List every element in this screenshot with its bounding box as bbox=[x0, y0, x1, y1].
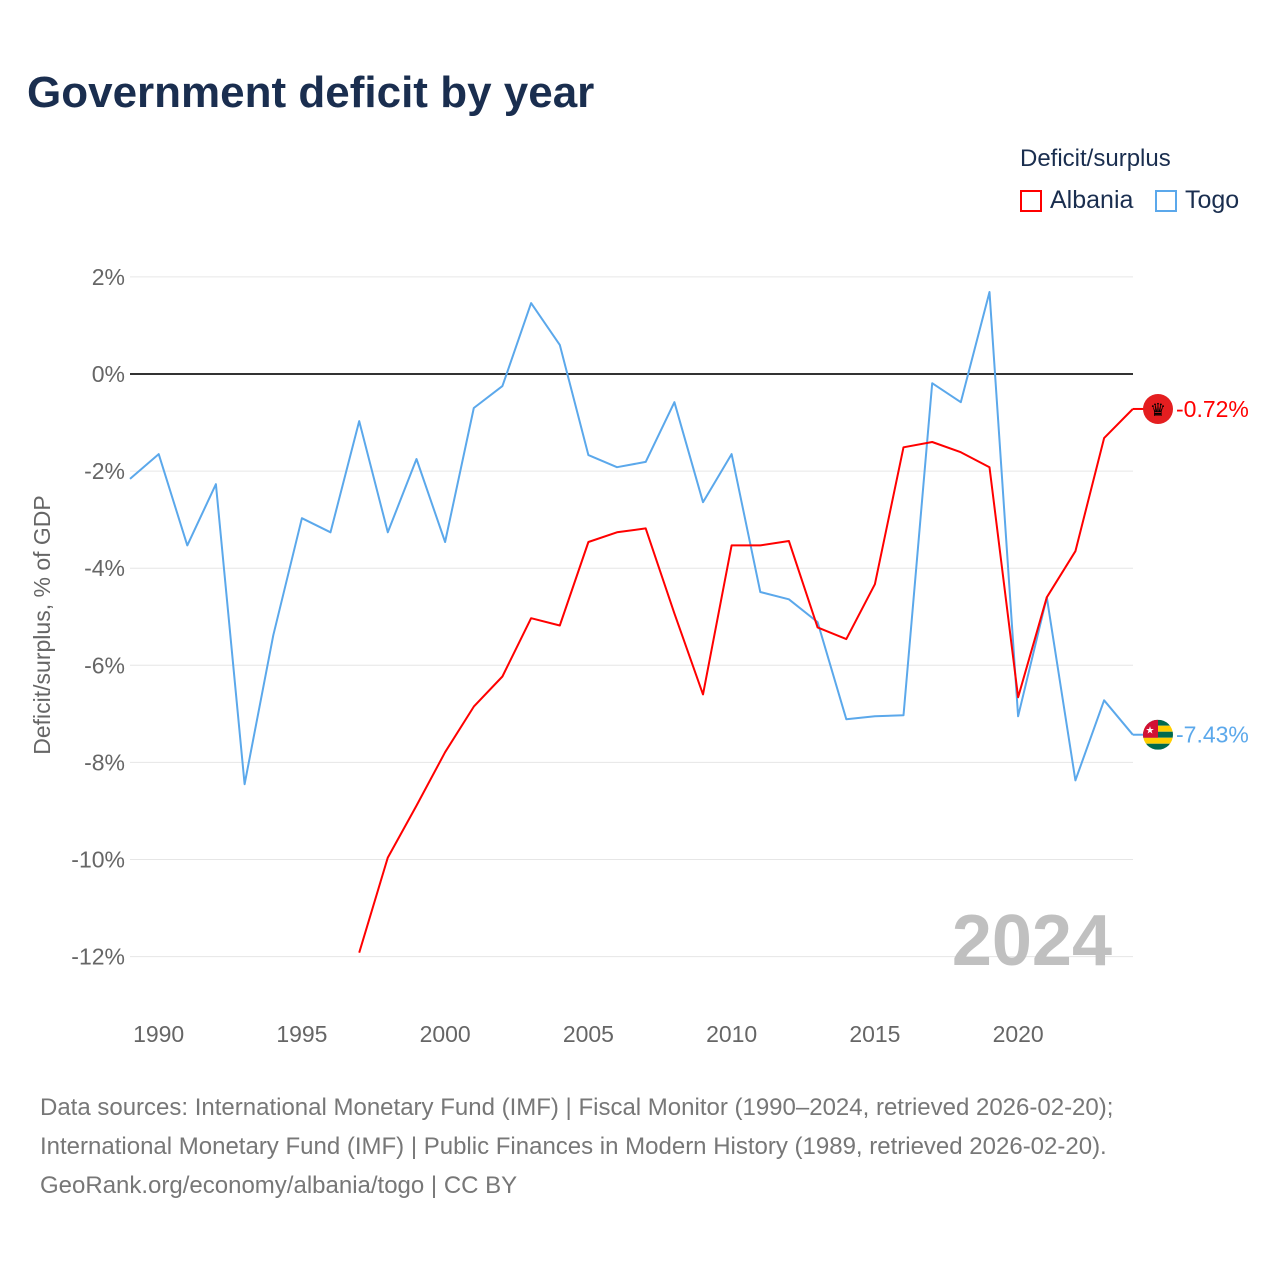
end-label-togo: -7.43% bbox=[1176, 722, 1249, 748]
legend-item-albania[interactable]: Albania bbox=[1020, 186, 1133, 215]
y-axis-label: Deficit/surplus, % of GDP bbox=[29, 495, 55, 754]
source-line-2: International Monetary Fund (IMF) | Publ… bbox=[40, 1133, 1107, 1160]
year-watermark: 2024 bbox=[952, 901, 1112, 981]
sources: Data sources: International Monetary Fun… bbox=[40, 1088, 1113, 1205]
y-tick-label: -2% bbox=[84, 458, 125, 484]
togo-flag-stripe bbox=[1143, 743, 1173, 750]
x-tick-label: 2000 bbox=[420, 1021, 471, 1047]
x-tick-label: 1990 bbox=[133, 1021, 184, 1047]
chart-title: Government deficit by year bbox=[27, 68, 595, 117]
eagle-icon: ♛ bbox=[1150, 400, 1166, 420]
legend-swatch-togo bbox=[1155, 189, 1177, 212]
series-line-togo bbox=[129, 291, 1134, 786]
y-tick-label: -8% bbox=[84, 749, 125, 775]
x-tick-label: 2020 bbox=[993, 1021, 1044, 1047]
y-tick-label: -6% bbox=[84, 652, 125, 678]
x-tick-label: 2015 bbox=[849, 1021, 900, 1047]
source-line-3[interactable]: GeoRank.org/economy/albania/togo | CC BY bbox=[40, 1172, 518, 1199]
legend-swatch-albania bbox=[1020, 189, 1042, 212]
y-tick-label: -10% bbox=[71, 847, 125, 873]
togo-flag-stripe bbox=[1143, 737, 1173, 744]
x-tick-label: 2005 bbox=[563, 1021, 614, 1047]
star-icon: ★ bbox=[1146, 726, 1155, 737]
y-tick-label: 2% bbox=[92, 264, 125, 290]
albania-flag-icon bbox=[1143, 393, 1173, 424]
y-tick-label: 0% bbox=[92, 361, 125, 387]
x-tick-label: 1995 bbox=[276, 1021, 327, 1047]
y-tick-label: -4% bbox=[84, 555, 125, 581]
source-line-1: Data sources: International Monetary Fun… bbox=[40, 1094, 1114, 1121]
legend-label-albania: Albania bbox=[1050, 186, 1134, 214]
series-line-albania bbox=[358, 408, 1134, 953]
legend-label-togo: Togo bbox=[1185, 186, 1240, 214]
x-tick-label: 2010 bbox=[706, 1021, 757, 1047]
y-tick-label: -12% bbox=[71, 944, 125, 970]
legend-title: Deficit/surplus bbox=[1020, 145, 1171, 172]
end-label-albania: -0.72% bbox=[1176, 396, 1249, 422]
legend-item-togo[interactable]: Togo bbox=[1155, 186, 1239, 215]
